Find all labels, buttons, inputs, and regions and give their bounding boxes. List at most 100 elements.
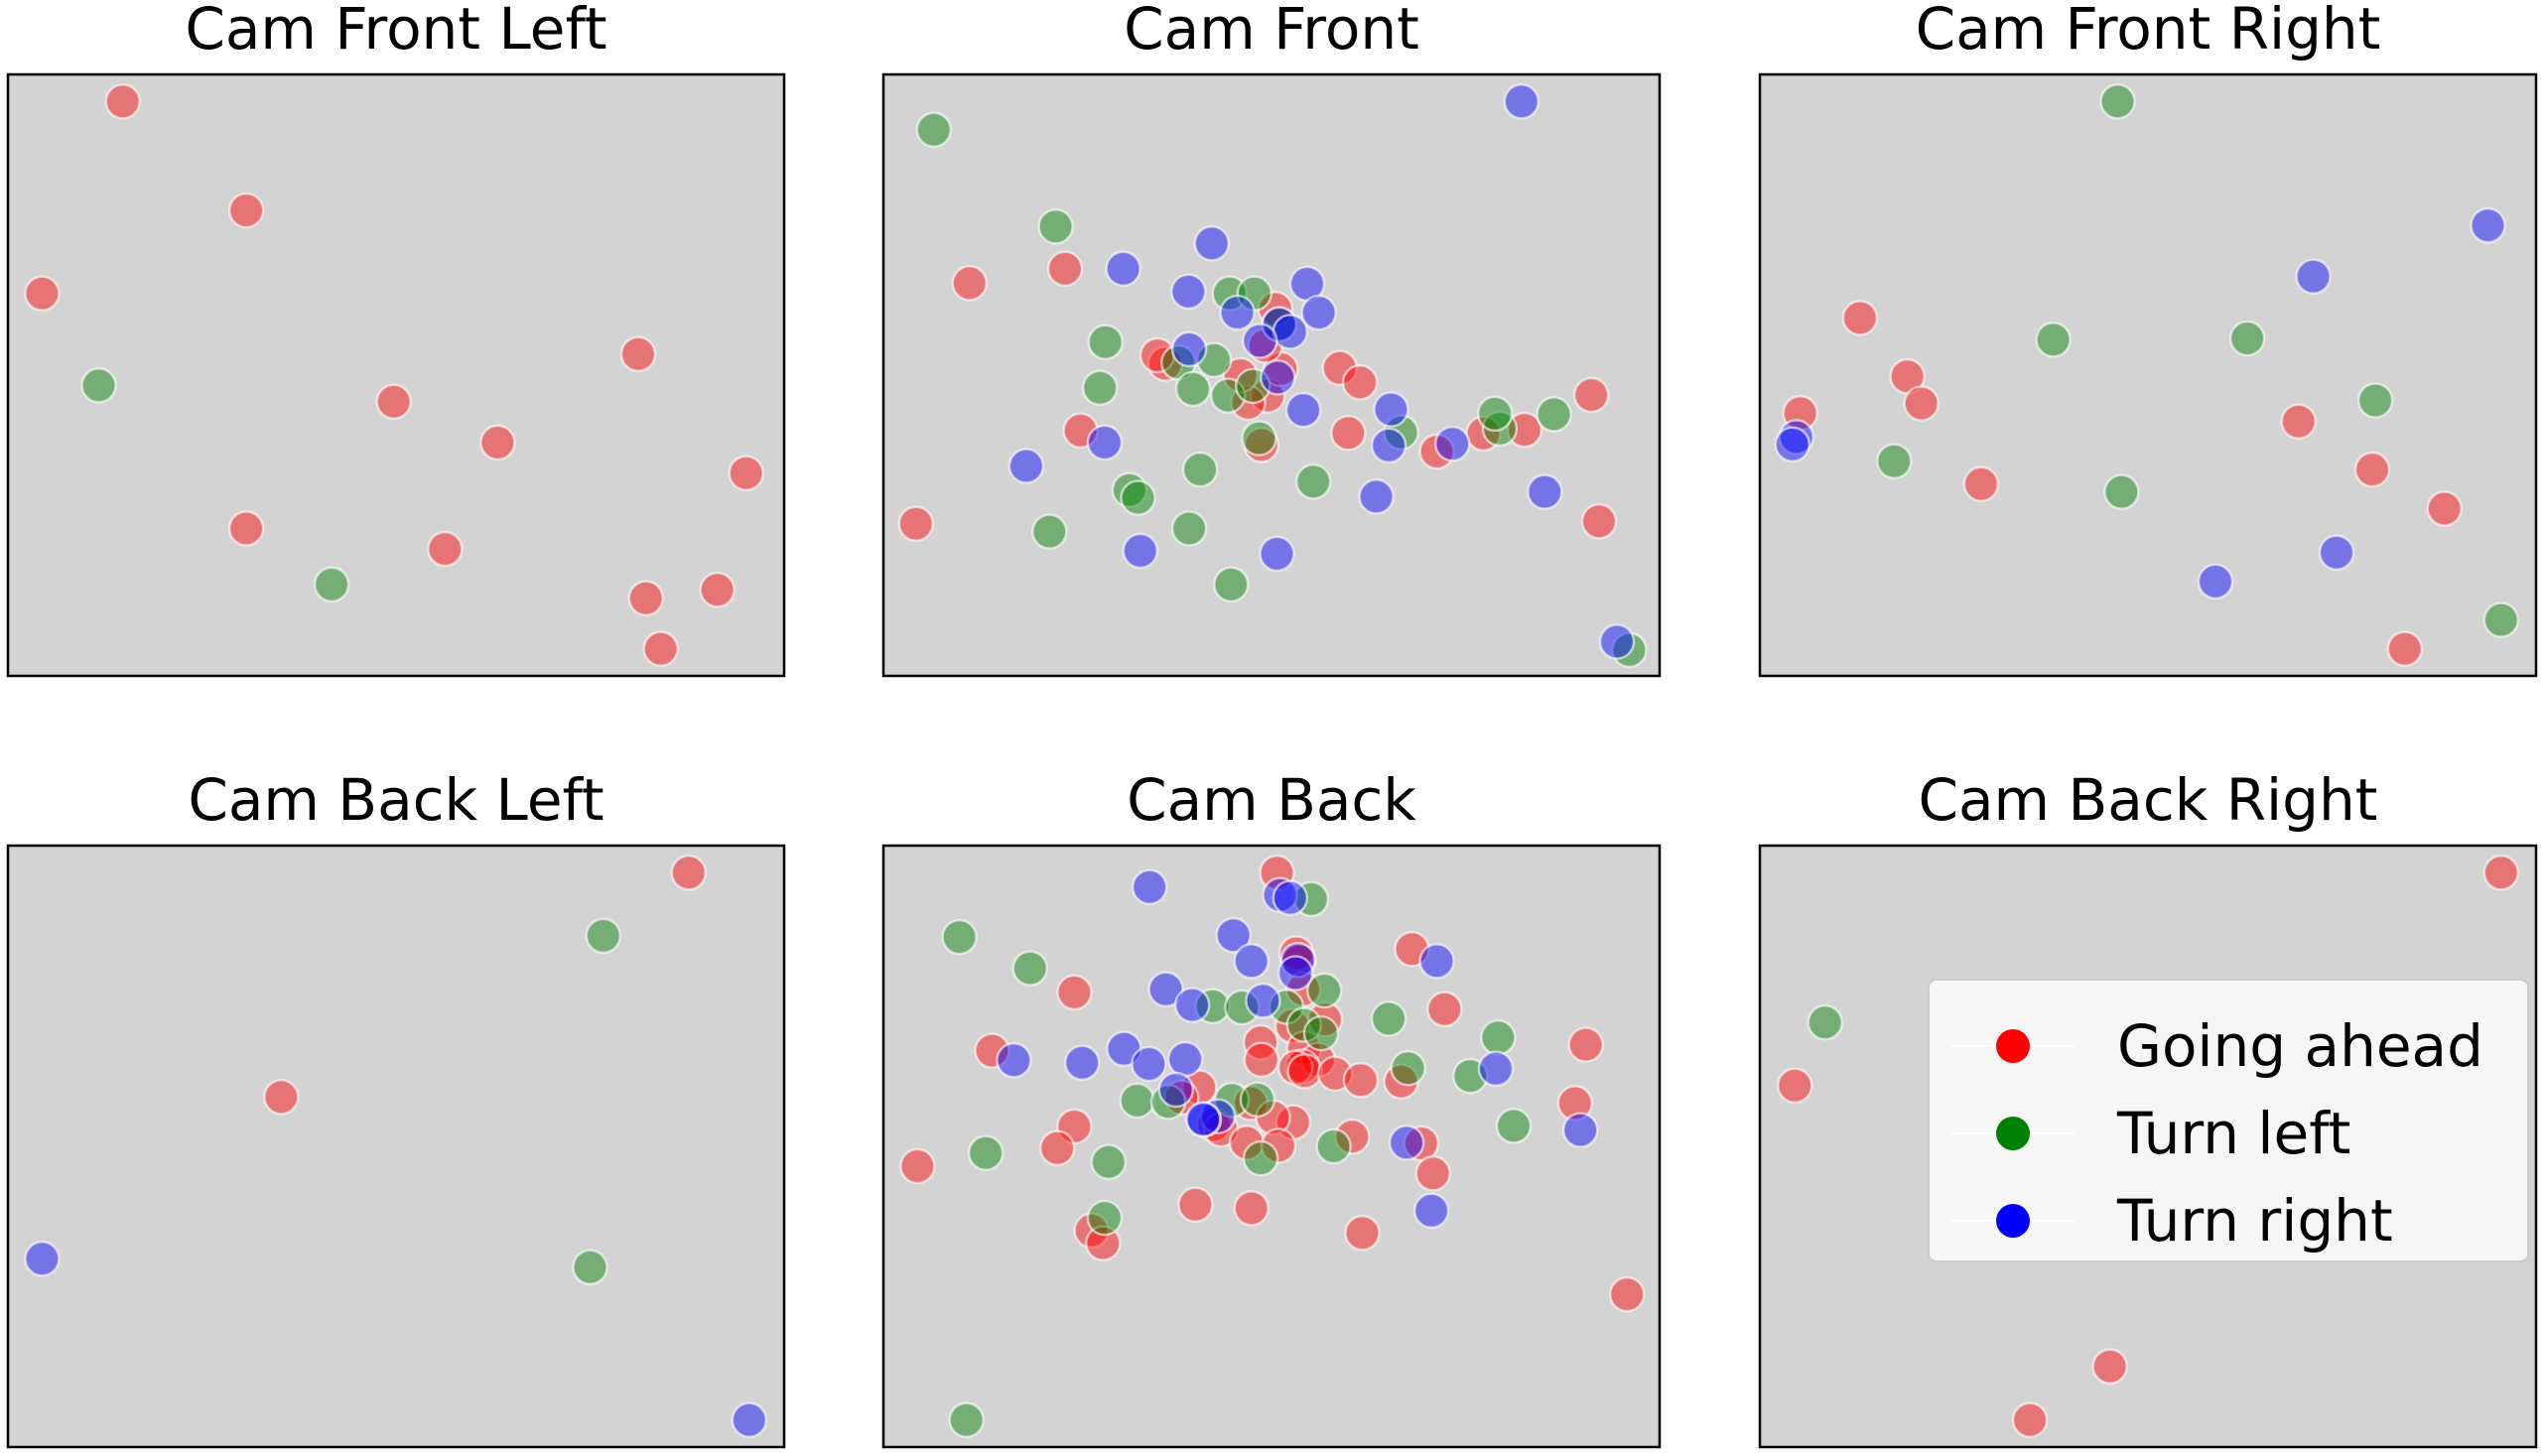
plot-area [883, 74, 1660, 676]
point-turn-left [1174, 370, 1212, 408]
point-going-ahead [479, 424, 516, 462]
point-going-ahead [1046, 250, 1084, 287]
point-going-ahead [619, 335, 657, 373]
plot-frame [1758, 844, 2538, 1449]
point-turn-right [1007, 448, 1045, 484]
point-turn-right [1157, 1071, 1195, 1109]
point-going-ahead [1556, 1085, 1594, 1122]
plot-area [8, 846, 784, 1447]
point-turn-left [1081, 369, 1119, 406]
point-going-ahead [2091, 1348, 2128, 1386]
point-turn-right [1598, 623, 1636, 660]
point-going-ahead [1344, 1215, 1381, 1252]
point-turn-right [1219, 294, 1256, 331]
point-turn-right [1272, 314, 1309, 350]
plot-frame [1758, 72, 2538, 678]
point-going-ahead [951, 265, 989, 302]
point-turn-right [1527, 473, 1563, 510]
point-turn-left [1383, 414, 1419, 451]
point-turn-left [1194, 988, 1231, 1025]
point-going-ahead [227, 510, 265, 547]
points-group [897, 83, 1648, 669]
legend-item-turn-left: Turn left [1950, 1100, 2350, 1167]
plot-area [1760, 74, 2536, 676]
point-turn-right [1199, 1098, 1237, 1134]
point-going-ahead [104, 83, 141, 120]
point-turn-right [1215, 917, 1252, 954]
point-turn-left [2228, 320, 2266, 357]
point-turn-left [1120, 479, 1156, 516]
point-turn-left [1807, 1003, 1843, 1041]
point-going-ahead [1321, 349, 1359, 386]
points-group [1774, 83, 2520, 667]
point-turn-left [1480, 1019, 1517, 1056]
point-turn-left [2099, 83, 2136, 120]
point-turn-right [1300, 294, 1337, 331]
point-going-ahead [1334, 1119, 1371, 1155]
point-turn-left [1370, 1000, 1407, 1037]
point-going-ahead [2386, 630, 2424, 667]
point-turn-left [2035, 321, 2072, 358]
panel-title: Cam Back [1127, 766, 1416, 834]
point-going-ahead [1414, 1155, 1451, 1192]
point-turn-right [1774, 426, 1811, 463]
panel-cam-back-left: Cam Back Left [6, 766, 786, 1449]
point-turn-right [2470, 206, 2506, 244]
point-turn-left [1305, 972, 1343, 1009]
point-turn-left [1011, 950, 1049, 987]
point-turn-left [1315, 1127, 1352, 1165]
point-turn-right [996, 1042, 1032, 1079]
point-going-ahead [375, 383, 412, 420]
point-turn-right [1279, 941, 1316, 979]
point-turn-right [1433, 425, 1471, 463]
point-going-ahead [1038, 1129, 1076, 1167]
point-turn-left [1090, 1143, 1128, 1181]
point-turn-right [1122, 532, 1159, 570]
point-turn-left [2356, 382, 2394, 419]
panel-cam-front: Cam Front [881, 0, 1662, 678]
point-turn-right [1260, 359, 1296, 396]
point-going-ahead [1056, 974, 1093, 1011]
point-turn-right [731, 1401, 768, 1438]
point-turn-right [1173, 987, 1211, 1023]
point-going-ahead [2280, 403, 2317, 440]
point-turn-left [585, 917, 622, 955]
point-turn-left [1390, 1049, 1426, 1087]
point-turn-right [1477, 1050, 1515, 1088]
point-turn-left [1294, 463, 1332, 500]
point-going-ahead [427, 530, 464, 568]
point-turn-right [1170, 273, 1207, 311]
legend-label: Going ahead [2117, 1012, 2483, 1080]
legend-label: Turn right [2116, 1187, 2393, 1255]
legend-item-turn-right: Turn right [1950, 1187, 2393, 1255]
legend-box [1928, 979, 2529, 1262]
point-turn-left [2103, 473, 2140, 510]
panel-cam-back: Cam Back [881, 766, 1662, 1449]
point-turn-left [80, 367, 117, 404]
points-group [899, 855, 1646, 1438]
point-turn-right [1242, 323, 1278, 359]
plot-frame [881, 72, 1662, 678]
point-turn-right [1131, 868, 1168, 906]
point-going-ahead [1243, 1041, 1280, 1078]
point-turn-right [1166, 1040, 1204, 1078]
point-going-ahead [2426, 490, 2463, 527]
point-going-ahead [670, 855, 708, 891]
point-turn-right [1373, 391, 1409, 428]
point-going-ahead [1841, 300, 1879, 336]
point-going-ahead [227, 192, 265, 229]
point-going-ahead [642, 630, 679, 667]
point-turn-right [1561, 1112, 1599, 1148]
point-going-ahead [699, 572, 736, 608]
point-going-ahead [897, 505, 935, 542]
point-turn-right [1388, 1125, 1425, 1161]
point-turn-left [1213, 566, 1250, 603]
point-turn-left [572, 1249, 608, 1286]
point-turn-right [2197, 563, 2234, 600]
point-turn-right [1284, 391, 1322, 429]
point-turn-left [948, 1401, 985, 1438]
point-turn-left [1087, 324, 1124, 360]
point-turn-left [1224, 989, 1261, 1026]
panel-title: Cam Back Left [188, 766, 603, 834]
point-turn-left [1086, 1199, 1124, 1237]
